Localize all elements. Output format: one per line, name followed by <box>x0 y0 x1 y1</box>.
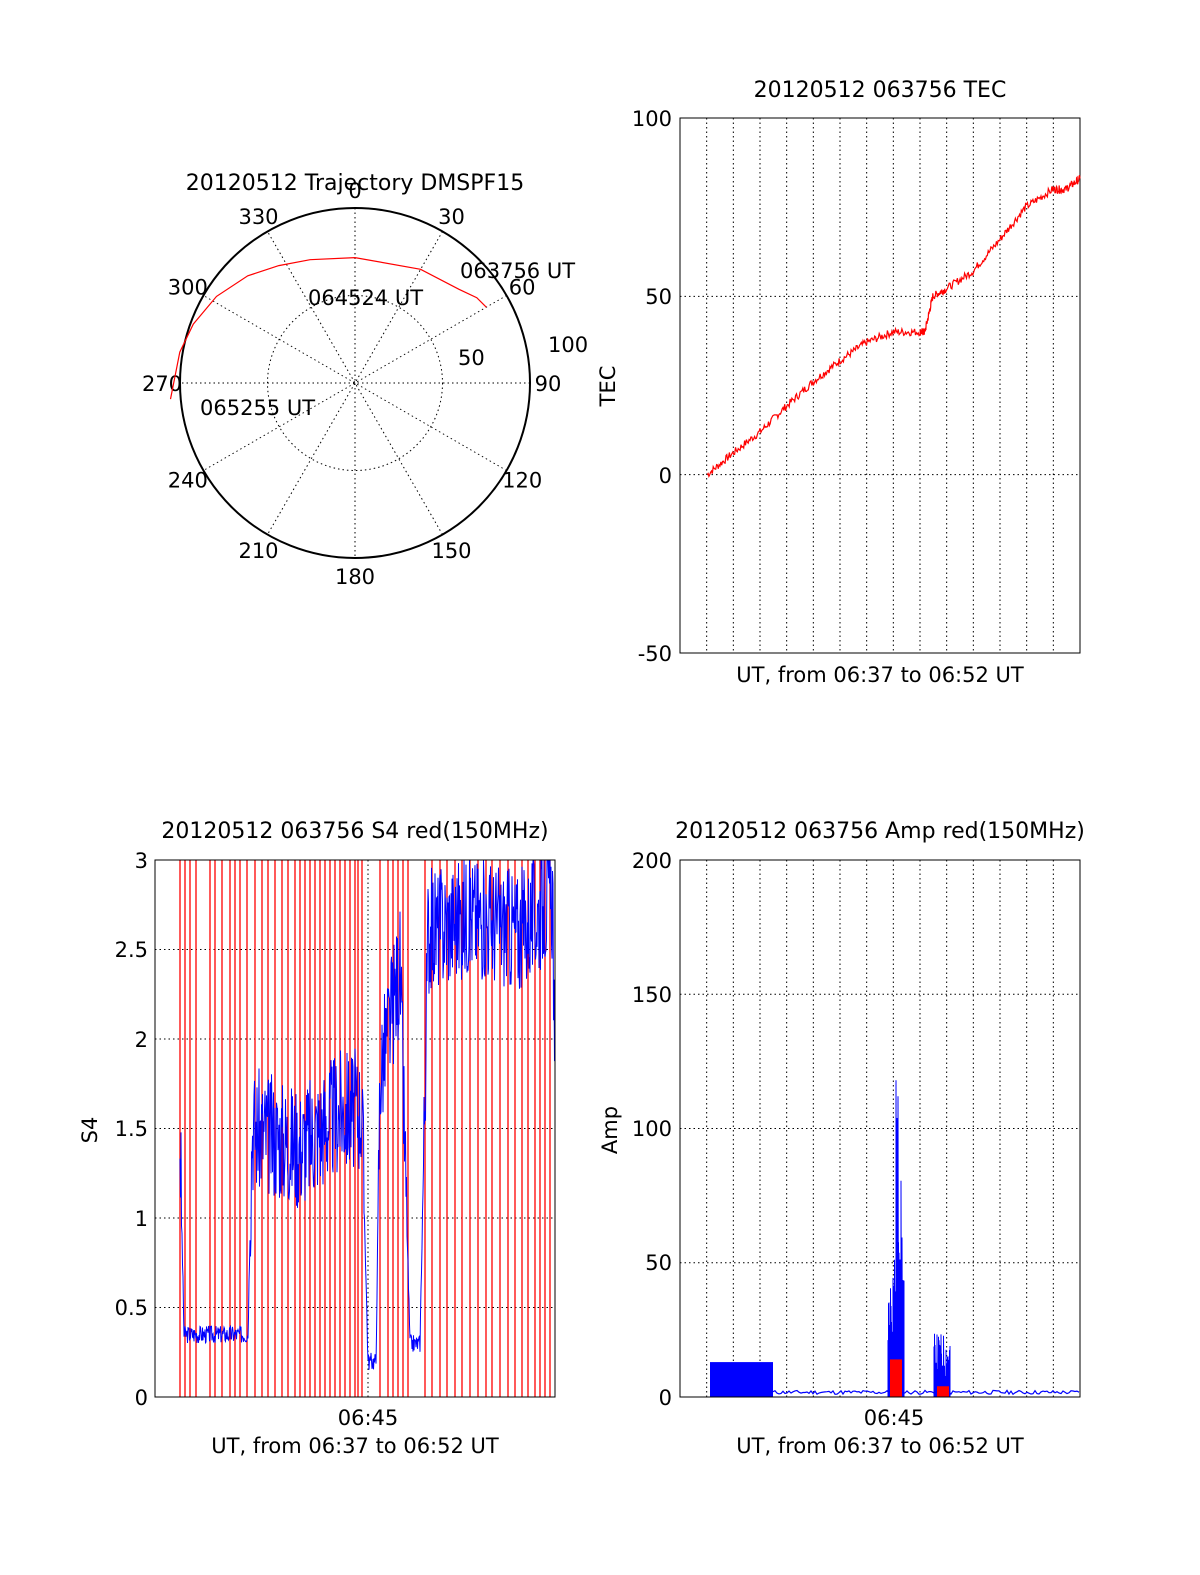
amp-title: 20120512 063756 Amp red(150MHz) <box>675 819 1085 844</box>
s4-ytick-3: 3 <box>135 849 148 873</box>
s4-ytick-0.5: 0.5 <box>115 1296 148 1320</box>
polar-radius-label-100: 100 <box>548 333 588 357</box>
tec-ytick-0: 0 <box>659 464 672 488</box>
amp-ylabel: Amp <box>598 1106 622 1154</box>
s4-ytick-1.5: 1.5 <box>115 1117 148 1141</box>
amp-ytick-200: 200 <box>632 849 672 873</box>
polar-azimuth-label-240: 240 <box>168 469 208 493</box>
polar-azimuth-label-330: 330 <box>238 205 278 229</box>
s4-frame <box>154 859 556 1398</box>
tec-ytick-neg50: -50 <box>638 642 672 666</box>
polar-radius-label-50: 50 <box>458 346 485 370</box>
polar-azimuth-label-300: 300 <box>168 276 208 300</box>
tec-ytick-50: 50 <box>645 285 672 309</box>
polar-azimuth-label-120: 120 <box>502 469 542 493</box>
polar-azimuth-label-180: 180 <box>335 565 375 589</box>
s4-title: 20120512 063756 S4 red(150MHz) <box>161 819 548 844</box>
amp-red-burst-2 <box>937 1386 949 1397</box>
polar-azimuth-label-90: 90 <box>535 372 562 396</box>
s4-xtick: 06:45 <box>338 1406 399 1430</box>
polar-azimuth-label-30: 30 <box>438 205 465 229</box>
trajectory-label-end: 065255 UT <box>200 396 315 420</box>
amp-grid <box>680 860 1080 1397</box>
polar-azimuth-label-210: 210 <box>238 539 278 563</box>
polar-azimuth-labels: 0 30 60 90 120 150 180 210 240 270 300 330 <box>142 179 561 589</box>
polar-plot: 20120512 Trajectory DMSPF15 0 30 60 90 120 15… <box>142 171 588 589</box>
s4-ytick-0: 0 <box>135 1386 148 1410</box>
tec-ylabel: TEC <box>596 366 620 408</box>
tec-grid <box>680 118 1080 653</box>
polar-azimuth-label-60: 60 <box>509 276 536 300</box>
amp-xtick: 06:45 <box>864 1406 925 1430</box>
trajectory-label-start: 063756 UT <box>460 259 575 283</box>
s4-ytick-2: 2 <box>135 1028 148 1052</box>
polar-azimuth-label-150: 150 <box>431 539 471 563</box>
tec-frame <box>679 117 1081 654</box>
trajectory-line <box>169 256 487 400</box>
polar-title: 20120512 Trajectory DMSPF15 <box>186 171 524 196</box>
s4-blue-series-line <box>179 859 555 1370</box>
amp-xlabel: UT, from 06:37 to 06:52 UT <box>736 1434 1024 1458</box>
s4-ylabel: S4 <box>78 1117 102 1144</box>
amp-ytick-150: 150 <box>632 983 672 1007</box>
amp-red-burst <box>890 1359 902 1397</box>
s4-xlabel: UT, from 06:37 to 06:52 UT <box>211 1434 499 1458</box>
amp-ytick-50: 50 <box>645 1251 672 1275</box>
tec-title: 20120512 063756 TEC <box>754 78 1007 103</box>
amp-frame <box>679 859 1081 1398</box>
tec-xlabel: UT, from 06:37 to 06:52 UT <box>736 663 1024 687</box>
tec-ytick-100: 100 <box>632 107 672 131</box>
amp-series <box>710 1080 1080 1398</box>
amp-plot: 20120512 063756 Amp red(150MHz) 200 150 … <box>598 819 1085 1458</box>
s4-ytick-2.5: 2.5 <box>115 938 148 962</box>
amp-blue-burst <box>887 1080 905 1398</box>
amp-ytick-100: 100 <box>632 1117 672 1141</box>
s4-ytick-1: 1 <box>135 1207 148 1231</box>
amp-ytick-0: 0 <box>659 1386 672 1410</box>
amp-blue-block <box>710 1362 773 1397</box>
s4-plot: 20120512 063756 S4 red(150MHz) 3 2.5 2 1… <box>78 819 556 1458</box>
trajectory-label-mid: 064524 UT <box>308 286 423 310</box>
tec-plot: 20120512 063756 TEC 100 50 0 -50 TEC UT,… <box>596 78 1081 687</box>
polar-azimuth-label-270: 270 <box>142 372 182 396</box>
polar-azimuth-label-0: 0 <box>348 179 361 203</box>
polar-ring-50 <box>267 295 443 471</box>
tec-series-line <box>706 175 1081 478</box>
amp-blue-baseline <box>772 1389 1080 1396</box>
s4-red-series <box>179 860 551 1397</box>
